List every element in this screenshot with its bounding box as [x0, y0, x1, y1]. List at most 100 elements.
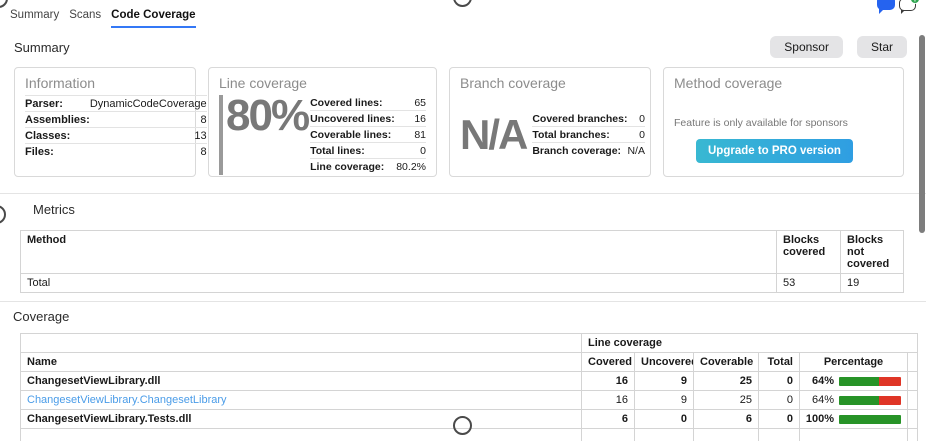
branch-label: Covered branches: [532, 112, 628, 125]
coverage-row-assembly: ChangesetViewLibrary.dll 16 9 25 0 64% [20, 371, 919, 391]
method-coverage-card-title: Method coverage [674, 75, 783, 91]
scrollbar-thumb[interactable] [919, 35, 925, 233]
percentage-label: 64% [811, 394, 834, 406]
line-row-percentage: Line coverage: 80.2% [310, 158, 426, 175]
coverable-cell: 6 [693, 409, 759, 429]
line-coverage-card: Line coverage 80% Covered lines: 65 Unco… [208, 67, 437, 177]
clipped-cell [634, 428, 694, 441]
sponsor-feature-note: Feature is only available for sponsors [674, 117, 848, 129]
line-label: Uncovered lines: [310, 112, 395, 125]
branch-value: 0 [639, 128, 645, 141]
coverage-header-tail [906, 352, 919, 372]
method-coverage-card: Method coverage Feature is only availabl… [663, 67, 904, 177]
selection-handle-bottom[interactable] [453, 416, 472, 435]
info-value: DynamicCodeCoverage [89, 97, 207, 110]
branch-coverage-table: Covered branches: 0 Total branches: 0 Br… [532, 111, 645, 158]
line-row-coverable: Coverable lines: 81 [310, 126, 426, 143]
line-value: 81 [414, 128, 426, 141]
coverage-group-header-row: Line coverage [20, 333, 919, 353]
coverage-header-covered: Covered [581, 352, 635, 372]
metrics-header-blocks-not-covered: Blocks not covered [840, 230, 904, 274]
metrics-section-title: Metrics [33, 202, 75, 217]
line-label: Line coverage: [310, 160, 385, 173]
line-coverage-table: Covered lines: 65 Uncovered lines: 16 Co… [310, 95, 426, 174]
metrics-header-row: Method Blocks covered Blocks not covered [20, 230, 904, 274]
metrics-header-blocks-covered: Blocks covered [776, 230, 841, 274]
line-value: 0 [420, 144, 426, 157]
coverage-accent-bar [219, 95, 223, 175]
assembly-name-cell: ChangesetViewLibrary.dll [20, 371, 582, 391]
coverage-bar [839, 414, 901, 424]
line-row-covered: Covered lines: 65 [310, 95, 426, 111]
percentage-label: 64% [811, 375, 834, 387]
total-cell: 0 [758, 371, 800, 391]
info-value: 13 [194, 129, 207, 142]
coverage-group-empty-cell [20, 333, 582, 353]
sponsor-button[interactable]: Sponsor [770, 36, 843, 58]
info-label: Files: [25, 145, 54, 158]
branch-value: 0 [639, 112, 645, 125]
metrics-method-cell: Total [20, 273, 777, 293]
section-divider [0, 193, 926, 194]
coverable-cell: 25 [693, 390, 759, 410]
line-value: 16 [414, 112, 426, 125]
percentage-cell: 64% [799, 371, 908, 391]
section-divider [0, 301, 926, 302]
information-card-title: Information [25, 75, 96, 91]
class-link[interactable]: ChangesetViewLibrary.ChangesetLibrary [27, 394, 227, 406]
tab-scans[interactable]: Scans [69, 9, 102, 21]
covered-cell: 16 [581, 390, 635, 410]
new-chat-icon[interactable]: + [899, 0, 920, 14]
percentage-cell: 64% [799, 390, 908, 410]
line-value: 80.2% [396, 160, 426, 173]
chat-icon[interactable] [877, 0, 895, 14]
info-label: Assemblies: [25, 113, 90, 126]
summary-cards: Information Parser: DynamicCodeCoverage … [14, 67, 926, 177]
covered-cell: 16 [581, 371, 635, 391]
uncovered-cell: 0 [634, 409, 694, 429]
branch-label: Total branches: [532, 128, 610, 141]
covered-cell: 6 [581, 409, 635, 429]
line-coverage-big-value: 80% [226, 91, 310, 140]
upgrade-pro-button[interactable]: Upgrade to PRO version [696, 139, 853, 163]
total-cell: 0 [758, 409, 800, 429]
coverage-section-title: Coverage [13, 309, 70, 324]
tab-code-coverage[interactable]: Code Coverage [111, 9, 196, 28]
branch-coverage-body: N/A Covered branches: 0 Total branches: … [460, 111, 645, 158]
selection-handle-left[interactable] [0, 205, 6, 224]
coverage-bar [839, 376, 901, 386]
tab-summary[interactable]: Summary [10, 9, 60, 21]
tail-cell [906, 371, 919, 391]
line-coverage-body: 80% Covered lines: 65 Uncovered lines: 1… [219, 91, 426, 175]
clipped-cell [799, 428, 908, 441]
tab-bar: Summary Scans Code Coverage [0, 0, 926, 28]
branch-row-covered: Covered branches: 0 [532, 111, 645, 127]
branch-label: Branch coverage: [532, 144, 622, 157]
branch-value: N/A [627, 144, 645, 157]
bar-covered [839, 414, 901, 424]
info-value: 8 [200, 113, 207, 126]
info-label: Classes: [25, 129, 71, 142]
coverage-header-coverable: Coverable [693, 352, 759, 372]
info-row-assemblies: Assemblies: 8 [25, 111, 207, 128]
class-name-cell: ChangesetViewLibrary.ChangesetLibrary [20, 390, 582, 410]
summary-section-head: Summary Sponsor Star [14, 36, 907, 58]
metrics-blocks-covered-cell: 53 [776, 273, 841, 293]
coverage-row-class: ChangesetViewLibrary.ChangesetLibrary 16… [20, 390, 919, 410]
info-row-classes: Classes: 13 [25, 127, 207, 144]
tail-cell [906, 409, 919, 429]
info-label: Parser: [25, 97, 63, 110]
summary-section-title: Summary [14, 39, 70, 55]
clipped-cell [693, 428, 759, 441]
clipped-cell [20, 428, 582, 441]
branch-coverage-card: Branch coverage N/A Covered branches: 0 … [449, 67, 651, 177]
star-button[interactable]: Star [856, 36, 907, 58]
coverage-header-row: Name Covered Uncovered Coverable Total P… [20, 352, 919, 372]
metrics-blocks-not-covered-cell: 19 [840, 273, 904, 293]
line-row-total: Total lines: 0 [310, 142, 426, 159]
bar-uncovered [878, 376, 901, 386]
header-icons: + [877, 0, 920, 14]
coverage-header-percentage: Percentage [799, 352, 908, 372]
line-label: Coverable lines: [310, 128, 392, 141]
information-card: Information Parser: DynamicCodeCoverage … [14, 67, 207, 177]
